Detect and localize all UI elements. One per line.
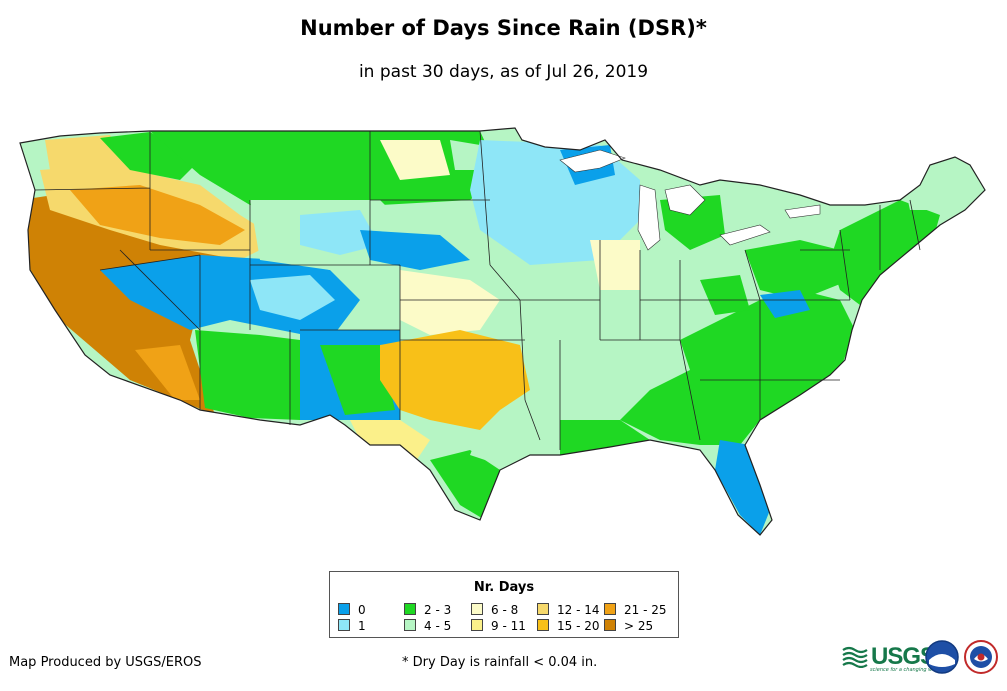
legend-item: 1 bbox=[338, 619, 366, 633]
legend-item: 12 - 14 bbox=[537, 603, 600, 617]
legend-item: 15 - 20 bbox=[537, 619, 600, 633]
state-borders bbox=[34, 130, 921, 450]
legend-swatch bbox=[404, 619, 416, 631]
usgs-logo: USGS bbox=[842, 642, 936, 672]
map-title: Number of Days Since Rain (DSR)* bbox=[300, 16, 707, 40]
legend-swatch bbox=[604, 603, 616, 615]
legend-item: 0 bbox=[338, 603, 366, 617]
legend-swatch bbox=[537, 619, 549, 631]
legend-item: 6 - 8 bbox=[471, 603, 518, 617]
usgs-tagline: science for a changing world bbox=[870, 667, 942, 673]
footnote: * Dry Day is rainfall < 0.04 in. bbox=[402, 655, 598, 670]
legend-swatch bbox=[338, 603, 350, 615]
legend-item: 2 - 3 bbox=[404, 603, 451, 617]
legend-swatch bbox=[604, 619, 616, 631]
dsr-shading bbox=[20, 128, 985, 535]
legend-item: 21 - 25 bbox=[604, 603, 667, 617]
agency-logos: USGS science for a changing world bbox=[842, 638, 1002, 678]
nws-logo-icon bbox=[964, 640, 998, 674]
usgs-wave-icon bbox=[842, 646, 868, 668]
legend-swatch bbox=[537, 603, 549, 615]
legend-item: > 25 bbox=[604, 619, 653, 633]
great-lakes bbox=[559, 149, 821, 251]
legend-item: 9 - 11 bbox=[471, 619, 526, 633]
credit-text: Map Produced by USGS/EROS bbox=[9, 655, 202, 670]
noaa-logo-icon bbox=[925, 640, 959, 674]
legend-swatch bbox=[471, 603, 483, 615]
map-subtitle: in past 30 days, as of Jul 26, 2019 bbox=[358, 62, 649, 82]
legend-item: 4 - 5 bbox=[404, 619, 451, 633]
legend-swatch bbox=[404, 603, 416, 615]
legend-title: Nr. Days bbox=[473, 580, 535, 595]
legend: Nr. Days 0 1 2 - 3 4 - 5 6 - 8 9 - 11 12… bbox=[329, 571, 679, 638]
legend-swatch bbox=[471, 619, 483, 631]
legend-swatch bbox=[338, 619, 350, 631]
